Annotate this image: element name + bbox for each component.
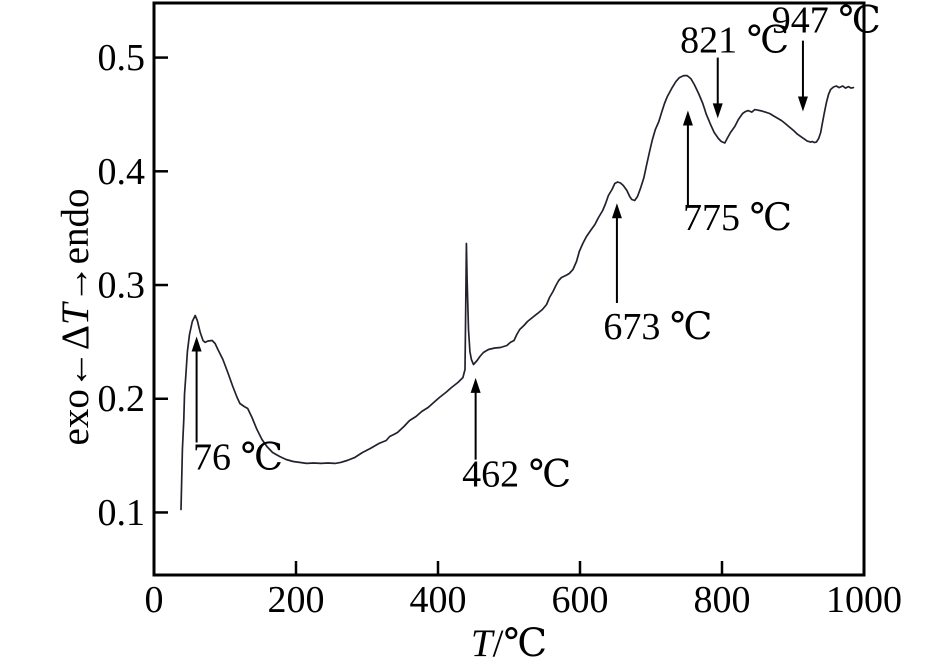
y-axis-title: exo←ΔT→endo — [54, 189, 97, 446]
arrow-up-icon — [470, 377, 481, 393]
annotation-76: 76 ℃ — [191, 336, 283, 479]
annotation-947: 947 ℃ — [772, 0, 881, 112]
dta-curve — [180, 74, 855, 511]
arrow-down-icon — [712, 103, 723, 119]
y-tick-label: 0.5 — [98, 37, 146, 79]
x-tick-label: 400 — [410, 579, 467, 621]
x-tick-label: 600 — [552, 579, 609, 621]
arrow-up-icon — [191, 336, 202, 352]
annotation-673: 673 ℃ — [603, 203, 712, 348]
x-tick-label: 200 — [268, 579, 325, 621]
annotation-label: 821 ℃ — [680, 20, 789, 62]
annotation-label: 76 ℃ — [193, 437, 283, 479]
annotation-821: 821 ℃ — [680, 20, 789, 119]
annotation-label: 947 ℃ — [772, 0, 881, 42]
annotation-label: 673 ℃ — [603, 306, 712, 348]
arrow-up-icon — [611, 203, 622, 219]
x-tick-label: 1000 — [826, 579, 902, 621]
arrow-down-icon — [797, 96, 808, 112]
annotation-775: 775 ℃ — [682, 110, 792, 239]
y-tick-label: 0.2 — [98, 378, 146, 420]
x-axis-title: T/℃ — [471, 622, 547, 665]
x-tick-label: 0 — [145, 579, 164, 621]
x-tick-label: 800 — [694, 579, 751, 621]
y-tick-label: 0.3 — [98, 265, 146, 307]
y-tick-label: 0.4 — [98, 151, 146, 193]
arrow-up-icon — [682, 110, 693, 126]
annotation-label: 462 ℃ — [462, 454, 571, 496]
annotation-label: 775 ℃ — [683, 197, 792, 239]
annotation-462: 462 ℃ — [462, 377, 571, 496]
y-tick-label: 0.1 — [98, 492, 146, 534]
plot-border — [152, 1, 866, 577]
